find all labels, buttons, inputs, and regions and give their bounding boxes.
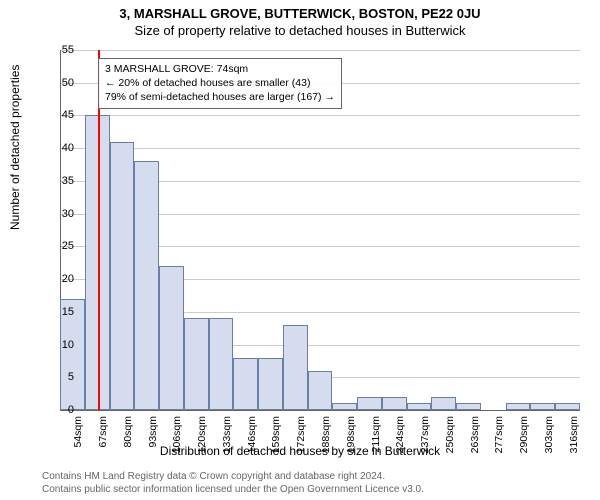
histogram-bar (258, 358, 283, 410)
histogram-bar (184, 318, 209, 410)
histogram-bar (283, 325, 308, 410)
annotation-line: 79% of semi-detached houses are larger (… (105, 90, 335, 104)
x-tick-label: 67sqm (97, 416, 109, 466)
footer-line2: Contains public sector information licen… (42, 484, 424, 497)
annotation-line: ← 20% of detached houses are smaller (43… (105, 76, 335, 90)
annotation-box: 3 MARSHALL GROVE: 74sqm← 20% of detached… (98, 58, 342, 109)
y-tick-label: 35 (44, 175, 74, 187)
histogram-bar (159, 266, 184, 410)
chart-title-address: 3, MARSHALL GROVE, BUTTERWICK, BOSTON, P… (0, 0, 600, 21)
y-tick-label: 5 (44, 371, 74, 383)
histogram-bar (110, 142, 135, 410)
x-tick-label: 277sqm (493, 416, 505, 466)
x-tick-label: 106sqm (171, 416, 183, 466)
x-tick-label: 120sqm (196, 416, 208, 466)
x-tick-label: 303sqm (543, 416, 555, 466)
x-tick-label: 263sqm (469, 416, 481, 466)
histogram-bar (308, 371, 333, 410)
chart-title-desc: Size of property relative to detached ho… (0, 21, 600, 38)
gridline (60, 115, 580, 116)
histogram-bar (530, 403, 555, 410)
histogram-bar (456, 403, 481, 410)
histogram-bar (407, 403, 432, 410)
y-tick-label: 10 (44, 339, 74, 351)
histogram-bar (357, 397, 382, 410)
y-axis-label: Number of detached properties (8, 65, 22, 230)
x-tick-label: 188sqm (320, 416, 332, 466)
y-tick-label: 55 (44, 44, 74, 56)
histogram-bar (134, 161, 159, 410)
histogram-bar (85, 115, 110, 410)
x-tick-label: 133sqm (221, 416, 233, 466)
histogram-bar (209, 318, 234, 410)
y-tick-label: 40 (44, 142, 74, 154)
y-tick-label: 50 (44, 77, 74, 89)
x-tick-label: 237sqm (419, 416, 431, 466)
x-tick-label: 54sqm (72, 416, 84, 466)
annotation-line: 3 MARSHALL GROVE: 74sqm (105, 62, 335, 76)
x-tick-label: 290sqm (518, 416, 530, 466)
x-tick-label: 146sqm (246, 416, 258, 466)
histogram-bar (233, 358, 258, 410)
histogram-bar (431, 397, 456, 410)
x-tick-label: 211sqm (370, 416, 382, 466)
y-tick-label: 30 (44, 208, 74, 220)
y-tick-label: 0 (44, 404, 74, 416)
footer-line1: Contains HM Land Registry data © Crown c… (42, 471, 424, 484)
gridline (60, 148, 580, 149)
histogram-bar (555, 403, 580, 410)
y-tick-label: 45 (44, 109, 74, 121)
x-tick-label: 250sqm (444, 416, 456, 466)
gridline (60, 50, 580, 51)
x-tick-label: 172sqm (295, 416, 307, 466)
x-tick-label: 316sqm (568, 416, 580, 466)
x-tick-label: 159sqm (270, 416, 282, 466)
histogram-bar (382, 397, 407, 410)
x-axis-label: Distribution of detached houses by size … (0, 444, 600, 458)
histogram-bar (506, 403, 531, 410)
y-tick-label: 15 (44, 306, 74, 318)
histogram-bar (332, 403, 357, 410)
chart-plot-area: 3 MARSHALL GROVE: 74sqm← 20% of detached… (60, 50, 580, 410)
y-tick-label: 20 (44, 273, 74, 285)
x-tick-label: 224sqm (394, 416, 406, 466)
y-tick-label: 25 (44, 240, 74, 252)
x-tick-label: 93sqm (147, 416, 159, 466)
x-tick-label: 80sqm (122, 416, 134, 466)
footer-attribution: Contains HM Land Registry data © Crown c… (42, 471, 424, 496)
x-tick-label: 198sqm (345, 416, 357, 466)
x-axis-line (60, 410, 580, 411)
